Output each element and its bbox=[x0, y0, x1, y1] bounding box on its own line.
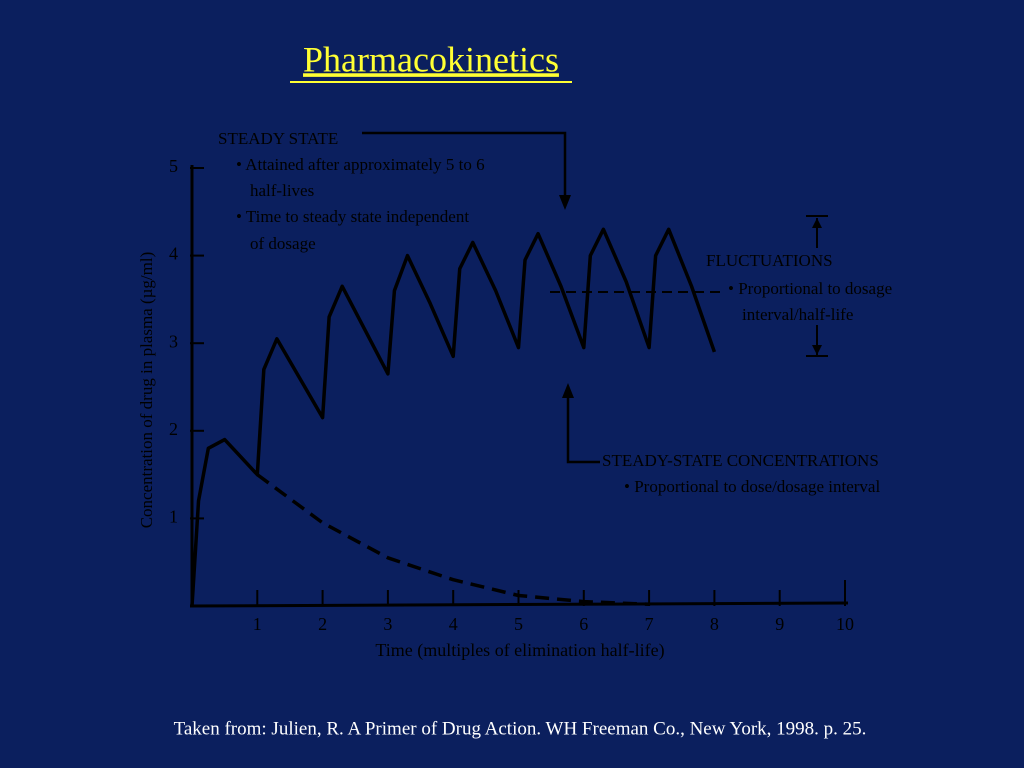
annotation-heading: STEADY-STATE CONCENTRATIONS bbox=[602, 451, 879, 470]
annotation-text: • Proportional to dosage bbox=[728, 279, 892, 298]
x-tick-label: 2 bbox=[318, 614, 327, 634]
x-tick-label: 5 bbox=[514, 614, 523, 634]
x-tick-label: 9 bbox=[775, 614, 784, 634]
arrow-head bbox=[562, 383, 574, 398]
chart: Concentration of drug in plasma (µg/ml) … bbox=[137, 129, 892, 661]
annotation-heading: STEADY STATE bbox=[218, 129, 338, 148]
annotation-text: of dosage bbox=[250, 234, 316, 253]
annotation-text: • Proportional to dose/dosage interval bbox=[624, 477, 880, 496]
x-tick-label: 10 bbox=[836, 614, 854, 634]
x-tick-label: 3 bbox=[383, 614, 392, 634]
annotation-text: • Attained after approximately 5 to 6 bbox=[236, 155, 485, 174]
arrow-head bbox=[559, 195, 571, 210]
y-tick-label: 5 bbox=[169, 156, 178, 176]
annotation-text: interval/half-life bbox=[742, 305, 853, 324]
x-tick-label: 6 bbox=[579, 614, 588, 634]
x-axis-label: Time (multiples of elimination half-life… bbox=[375, 640, 664, 661]
annotation-heading: FLUCTUATIONS bbox=[706, 251, 833, 270]
x-tick-label: 1 bbox=[253, 614, 262, 634]
x-tick-label: 7 bbox=[645, 614, 654, 634]
y-tick-label: 2 bbox=[169, 419, 178, 439]
annotation-arrow bbox=[362, 131, 567, 205]
arrow-head bbox=[812, 218, 822, 228]
x-tick-label: 4 bbox=[449, 614, 458, 634]
x-tick-label: 8 bbox=[710, 614, 719, 634]
y-tick-label: 1 bbox=[169, 507, 178, 527]
y-tick-label: 3 bbox=[169, 331, 178, 351]
annotation-arrow bbox=[566, 390, 600, 464]
decay-line bbox=[256, 473, 650, 606]
slide-title: Pharmacokinetics bbox=[303, 39, 559, 79]
annotation-text: • Time to steady state independent bbox=[236, 207, 469, 226]
citation: Taken from: Julien, R. A Primer of Drug … bbox=[174, 718, 867, 739]
y-tick-label: 4 bbox=[169, 244, 178, 264]
arrow-head bbox=[812, 345, 822, 355]
concentration-line bbox=[190, 227, 717, 607]
y-axis-label: Concentration of drug in plasma (µg/ml) bbox=[137, 252, 156, 529]
annotation-text: half-lives bbox=[250, 181, 314, 200]
